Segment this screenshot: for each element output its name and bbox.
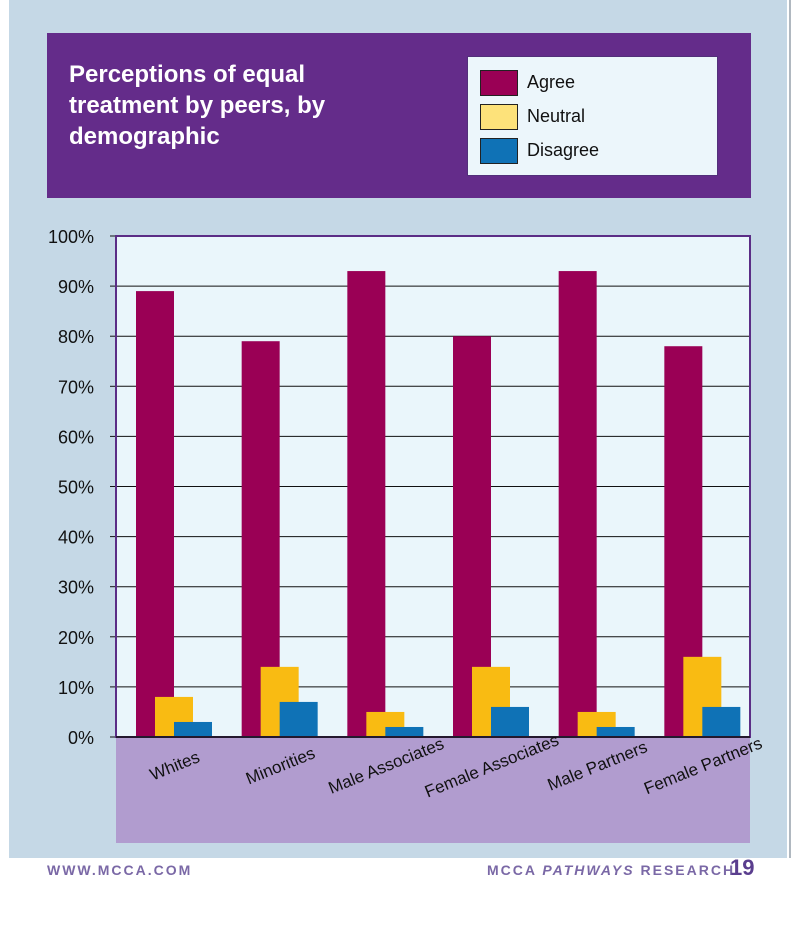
- page-number: 19: [730, 855, 755, 880]
- bar-disagree: [491, 706, 529, 737]
- y-tick-label: 10%: [58, 678, 94, 698]
- chart-header: Perceptions of equal treatment by peers,…: [47, 33, 751, 198]
- y-tick-label: 90%: [58, 277, 94, 297]
- legend-label-agree: Agree: [527, 72, 576, 92]
- footer-section-suffix: RESEARCH: [634, 862, 736, 878]
- chart-title: Perceptions of equal treatment by peers,…: [69, 61, 326, 151]
- chart-legend: Agree Neutral Disagree: [467, 56, 718, 176]
- bar-disagree: [385, 726, 424, 737]
- y-tick-label: 50%: [58, 478, 94, 498]
- y-tick-label: 60%: [58, 427, 94, 447]
- legend-label-disagree: Disagree: [527, 140, 600, 160]
- y-tick-label: 80%: [58, 327, 94, 347]
- category-axis-band: [116, 737, 750, 843]
- bar-agree: [136, 291, 174, 737]
- bar-disagree: [596, 726, 635, 737]
- bar-disagree: [174, 721, 212, 737]
- y-tick-label: 100%: [48, 227, 94, 247]
- y-tick-label: 30%: [58, 578, 94, 598]
- bar-agree: [558, 271, 597, 737]
- legend-swatch-agree: [480, 70, 518, 96]
- y-tick-label: 20%: [58, 628, 94, 648]
- bar-disagree: [279, 701, 318, 737]
- legend-label-neutral: Neutral: [527, 106, 586, 126]
- footer-section-prefix: MCCA: [487, 862, 543, 878]
- y-tick-label: 0%: [68, 728, 94, 748]
- legend-swatch-disagree: [480, 138, 518, 164]
- y-tick-label: 70%: [58, 377, 94, 397]
- page-edge-line: [789, 0, 791, 858]
- y-tick-label: 40%: [58, 528, 94, 548]
- legend-swatch-neutral: [480, 104, 518, 130]
- bar-agree: [347, 271, 386, 737]
- footer-section-italic: PATHWAYS: [542, 862, 635, 878]
- footer-section: MCCA PATHWAYS RESEARCH: [487, 862, 735, 878]
- footer-website: WWW.MCCA.COM: [47, 862, 193, 878]
- bar-disagree: [702, 706, 741, 737]
